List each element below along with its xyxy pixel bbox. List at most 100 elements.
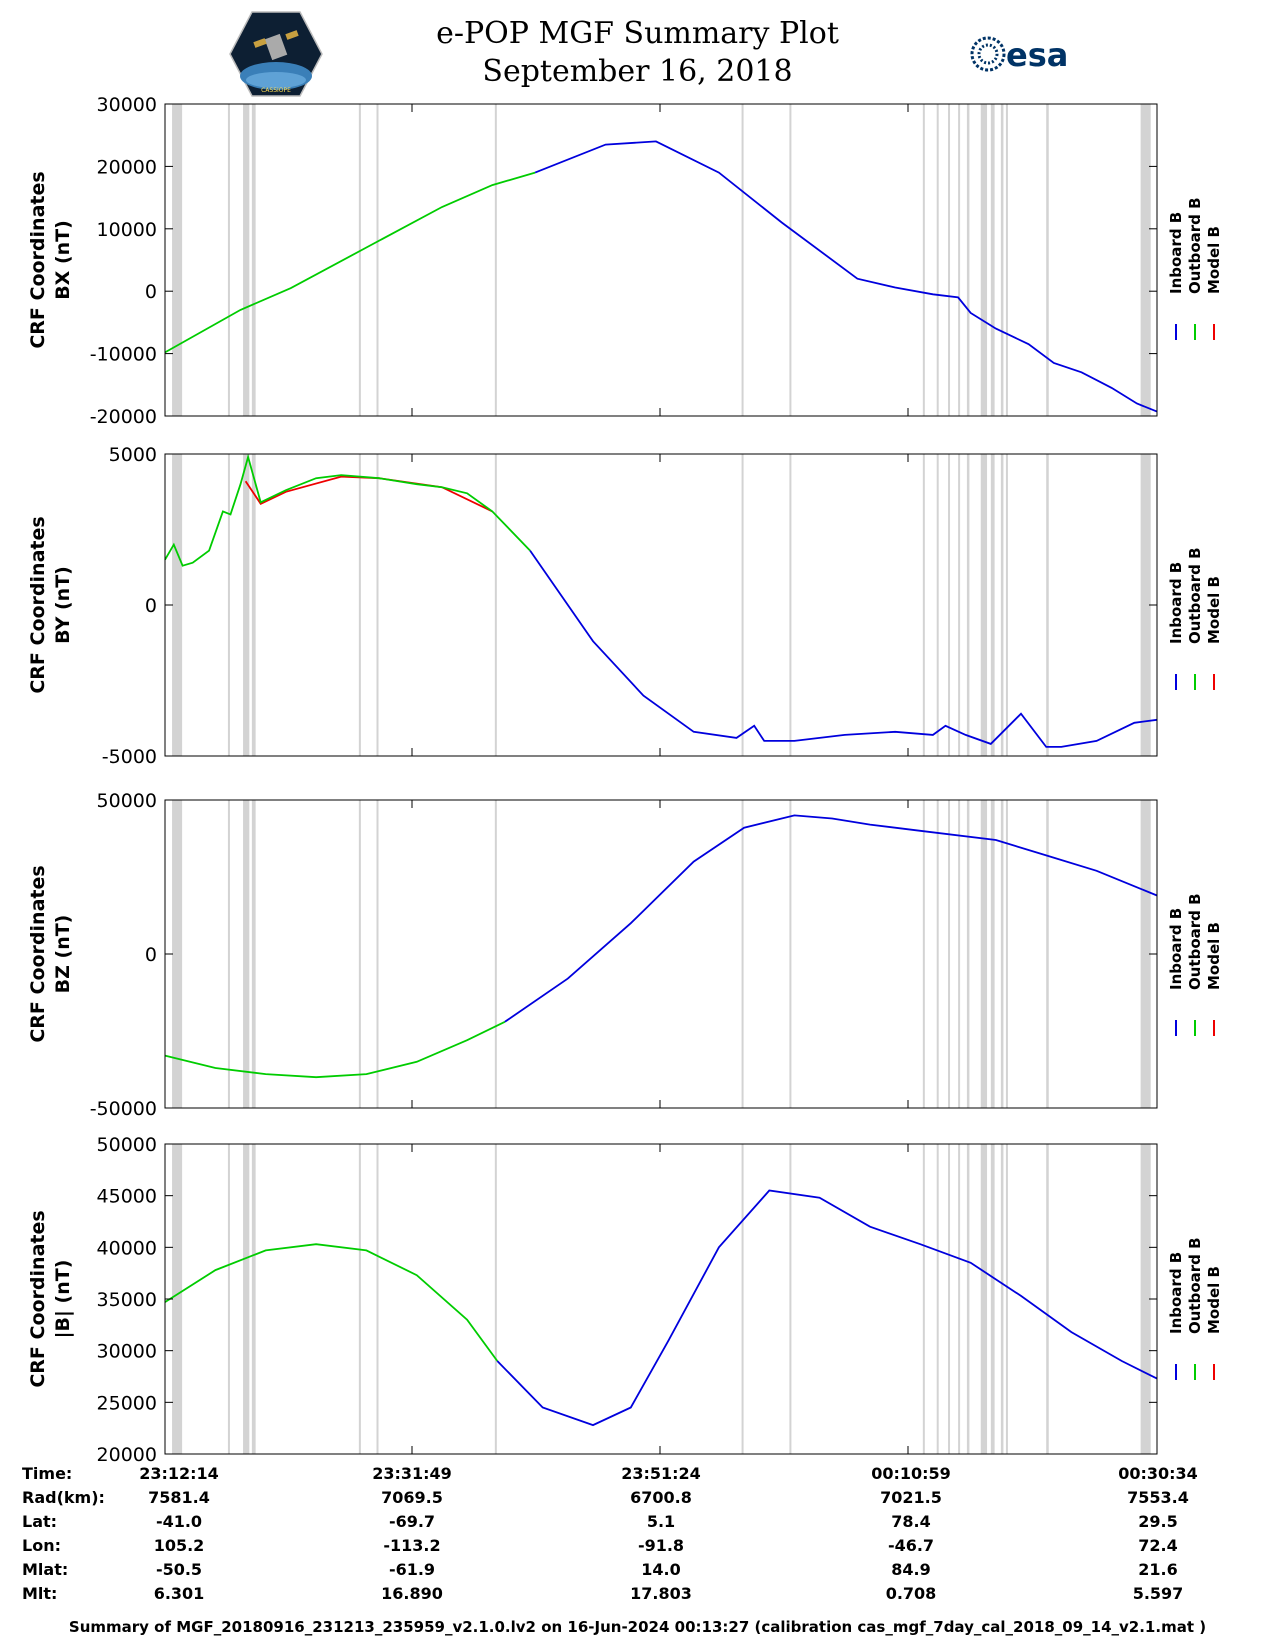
gap-band xyxy=(741,800,744,1108)
info-value: 23:31:49 xyxy=(372,1464,452,1483)
series-inboard-b xyxy=(534,140,1158,413)
gap-band xyxy=(251,454,256,756)
info-value: -69.7 xyxy=(388,1512,436,1531)
info-value: -91.8 xyxy=(637,1536,685,1555)
y-axis-label: BY (nT) xyxy=(52,566,74,644)
plot-frame xyxy=(164,103,1158,417)
page-title: e-POP MGF Summary Plot xyxy=(436,16,839,51)
info-value: 6700.8 xyxy=(630,1488,692,1507)
gap-band xyxy=(936,454,939,756)
gap-band xyxy=(741,104,744,416)
gap-band xyxy=(936,104,939,416)
info-value: 72.4 xyxy=(1138,1536,1178,1555)
gap-band xyxy=(494,454,497,756)
info-label: Lat: xyxy=(22,1512,58,1531)
gap-band xyxy=(1140,104,1151,416)
info-value: 17.803 xyxy=(630,1584,692,1603)
series-inboard-b xyxy=(496,1189,1158,1427)
y-tick-label: 30000 xyxy=(97,94,157,116)
legend-label: Inboard B xyxy=(1167,908,1185,990)
gap-band xyxy=(243,800,250,1108)
info-value: 84.9 xyxy=(891,1560,931,1579)
y-tick-label: 50000 xyxy=(97,790,157,812)
gap-band xyxy=(958,1144,961,1454)
y-tick-label: -5000 xyxy=(102,746,157,768)
plot-frame xyxy=(164,1143,1158,1455)
orbit-info-table: Time: 23:12:14 23:31:49 23:51:24 00:10:59 00:… xyxy=(22,1464,1262,1608)
y-tick-label: 45000 xyxy=(97,1186,157,1208)
gap-band xyxy=(1046,454,1049,756)
gap-band xyxy=(251,1144,256,1454)
y-tick-label: 30000 xyxy=(97,1341,157,1363)
legend-label: Model B xyxy=(1205,1266,1223,1334)
gap-band xyxy=(1140,1144,1151,1454)
info-label: Rad(km): xyxy=(22,1488,105,1507)
y-tick-label: -10000 xyxy=(90,344,157,366)
gap-band xyxy=(980,104,988,416)
gap-band xyxy=(958,800,961,1108)
gap-band xyxy=(948,104,951,416)
gap-band xyxy=(1000,454,1004,756)
y-axis-label: CRF Coordinates xyxy=(27,865,49,1042)
gap-band xyxy=(966,104,970,416)
info-value: -113.2 xyxy=(383,1536,441,1555)
series-outboard-b xyxy=(164,1020,506,1079)
info-value: 16.890 xyxy=(381,1584,443,1603)
gap-band xyxy=(172,104,183,416)
y-tick-label: 40000 xyxy=(97,1237,157,1259)
info-value: 00:30:34 xyxy=(1118,1464,1198,1483)
legend-label: Model B xyxy=(1205,922,1223,990)
gap-band xyxy=(251,800,256,1108)
gap-band xyxy=(376,454,379,756)
gap-band xyxy=(172,1144,183,1454)
legend-label: Model B xyxy=(1205,576,1223,644)
info-value: 00:10:59 xyxy=(871,1464,951,1483)
gap-band xyxy=(922,454,925,756)
gap-band xyxy=(1046,800,1049,1108)
info-value: -41.0 xyxy=(155,1512,203,1531)
gap-band xyxy=(980,1144,988,1454)
gap-band xyxy=(494,800,497,1108)
y-tick-label: 20000 xyxy=(97,1444,157,1466)
gap-band xyxy=(922,1144,925,1454)
footer-summary: Summary of MGF_20180916_231213_235959_v2… xyxy=(68,1618,1207,1636)
gap-band xyxy=(172,800,183,1108)
gap-band xyxy=(936,1144,939,1454)
gap-band xyxy=(980,800,988,1108)
gap-band xyxy=(966,1144,970,1454)
legend-label: Inboard B xyxy=(1167,212,1185,294)
gap-band xyxy=(966,454,970,756)
plot-frame xyxy=(164,453,1158,757)
info-row-radkm: Rad(km): 7581.4 7069.5 6700.8 7021.5 7553.4 xyxy=(22,1488,1262,1512)
info-value: 6.301 xyxy=(153,1584,205,1603)
y-tick-label: 0 xyxy=(145,595,157,617)
gap-band xyxy=(741,1144,744,1454)
gap-band xyxy=(922,800,925,1108)
info-value: 5.597 xyxy=(1132,1584,1184,1603)
info-value: 5.1 xyxy=(646,1512,676,1531)
gap-band xyxy=(251,104,256,416)
plot-frame xyxy=(164,799,1158,1109)
info-value: 14.0 xyxy=(641,1560,681,1579)
info-label: Mlat: xyxy=(22,1560,69,1579)
info-value: -50.5 xyxy=(155,1560,203,1579)
gap-band xyxy=(1000,800,1004,1108)
info-value: 21.6 xyxy=(1138,1560,1178,1579)
info-row-mlt: Mlt: 6.301 16.890 17.803 0.708 5.597 xyxy=(22,1584,1262,1608)
info-value: 29.5 xyxy=(1138,1512,1178,1531)
y-tick-label: 50000 xyxy=(97,1134,157,1156)
series-inboard-b xyxy=(504,814,1158,1023)
info-value: 78.4 xyxy=(891,1512,931,1531)
y-tick-label: 5000 xyxy=(109,444,157,466)
gap-band xyxy=(1140,800,1151,1108)
series-outboard-b xyxy=(164,1243,499,1362)
legend-label: Outboard B xyxy=(1186,197,1204,294)
gap-band xyxy=(789,800,792,1108)
gap-band xyxy=(376,1144,379,1454)
gap-band xyxy=(1005,800,1008,1108)
y-tick-label: 20000 xyxy=(97,156,157,178)
info-row-lon: Lon: 105.2 -113.2 -91.8 -46.7 72.4 xyxy=(22,1536,1262,1560)
info-row-mlat: Mlat: -50.5 -61.9 14.0 84.9 21.6 xyxy=(22,1560,1262,1584)
gap-band xyxy=(936,800,939,1108)
